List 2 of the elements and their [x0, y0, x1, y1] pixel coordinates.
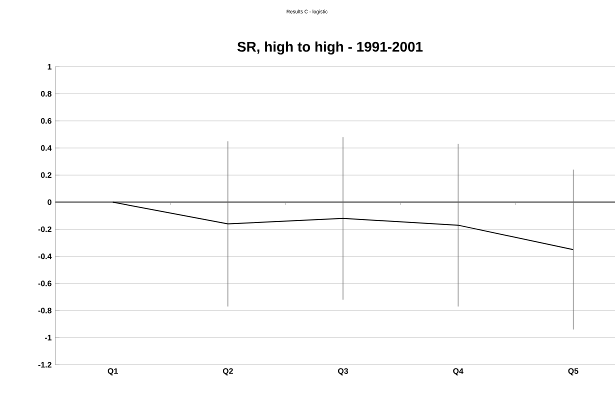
chart-title: SR, high to high - 1991-2001: [237, 41, 423, 55]
line-series: [112, 202, 574, 250]
